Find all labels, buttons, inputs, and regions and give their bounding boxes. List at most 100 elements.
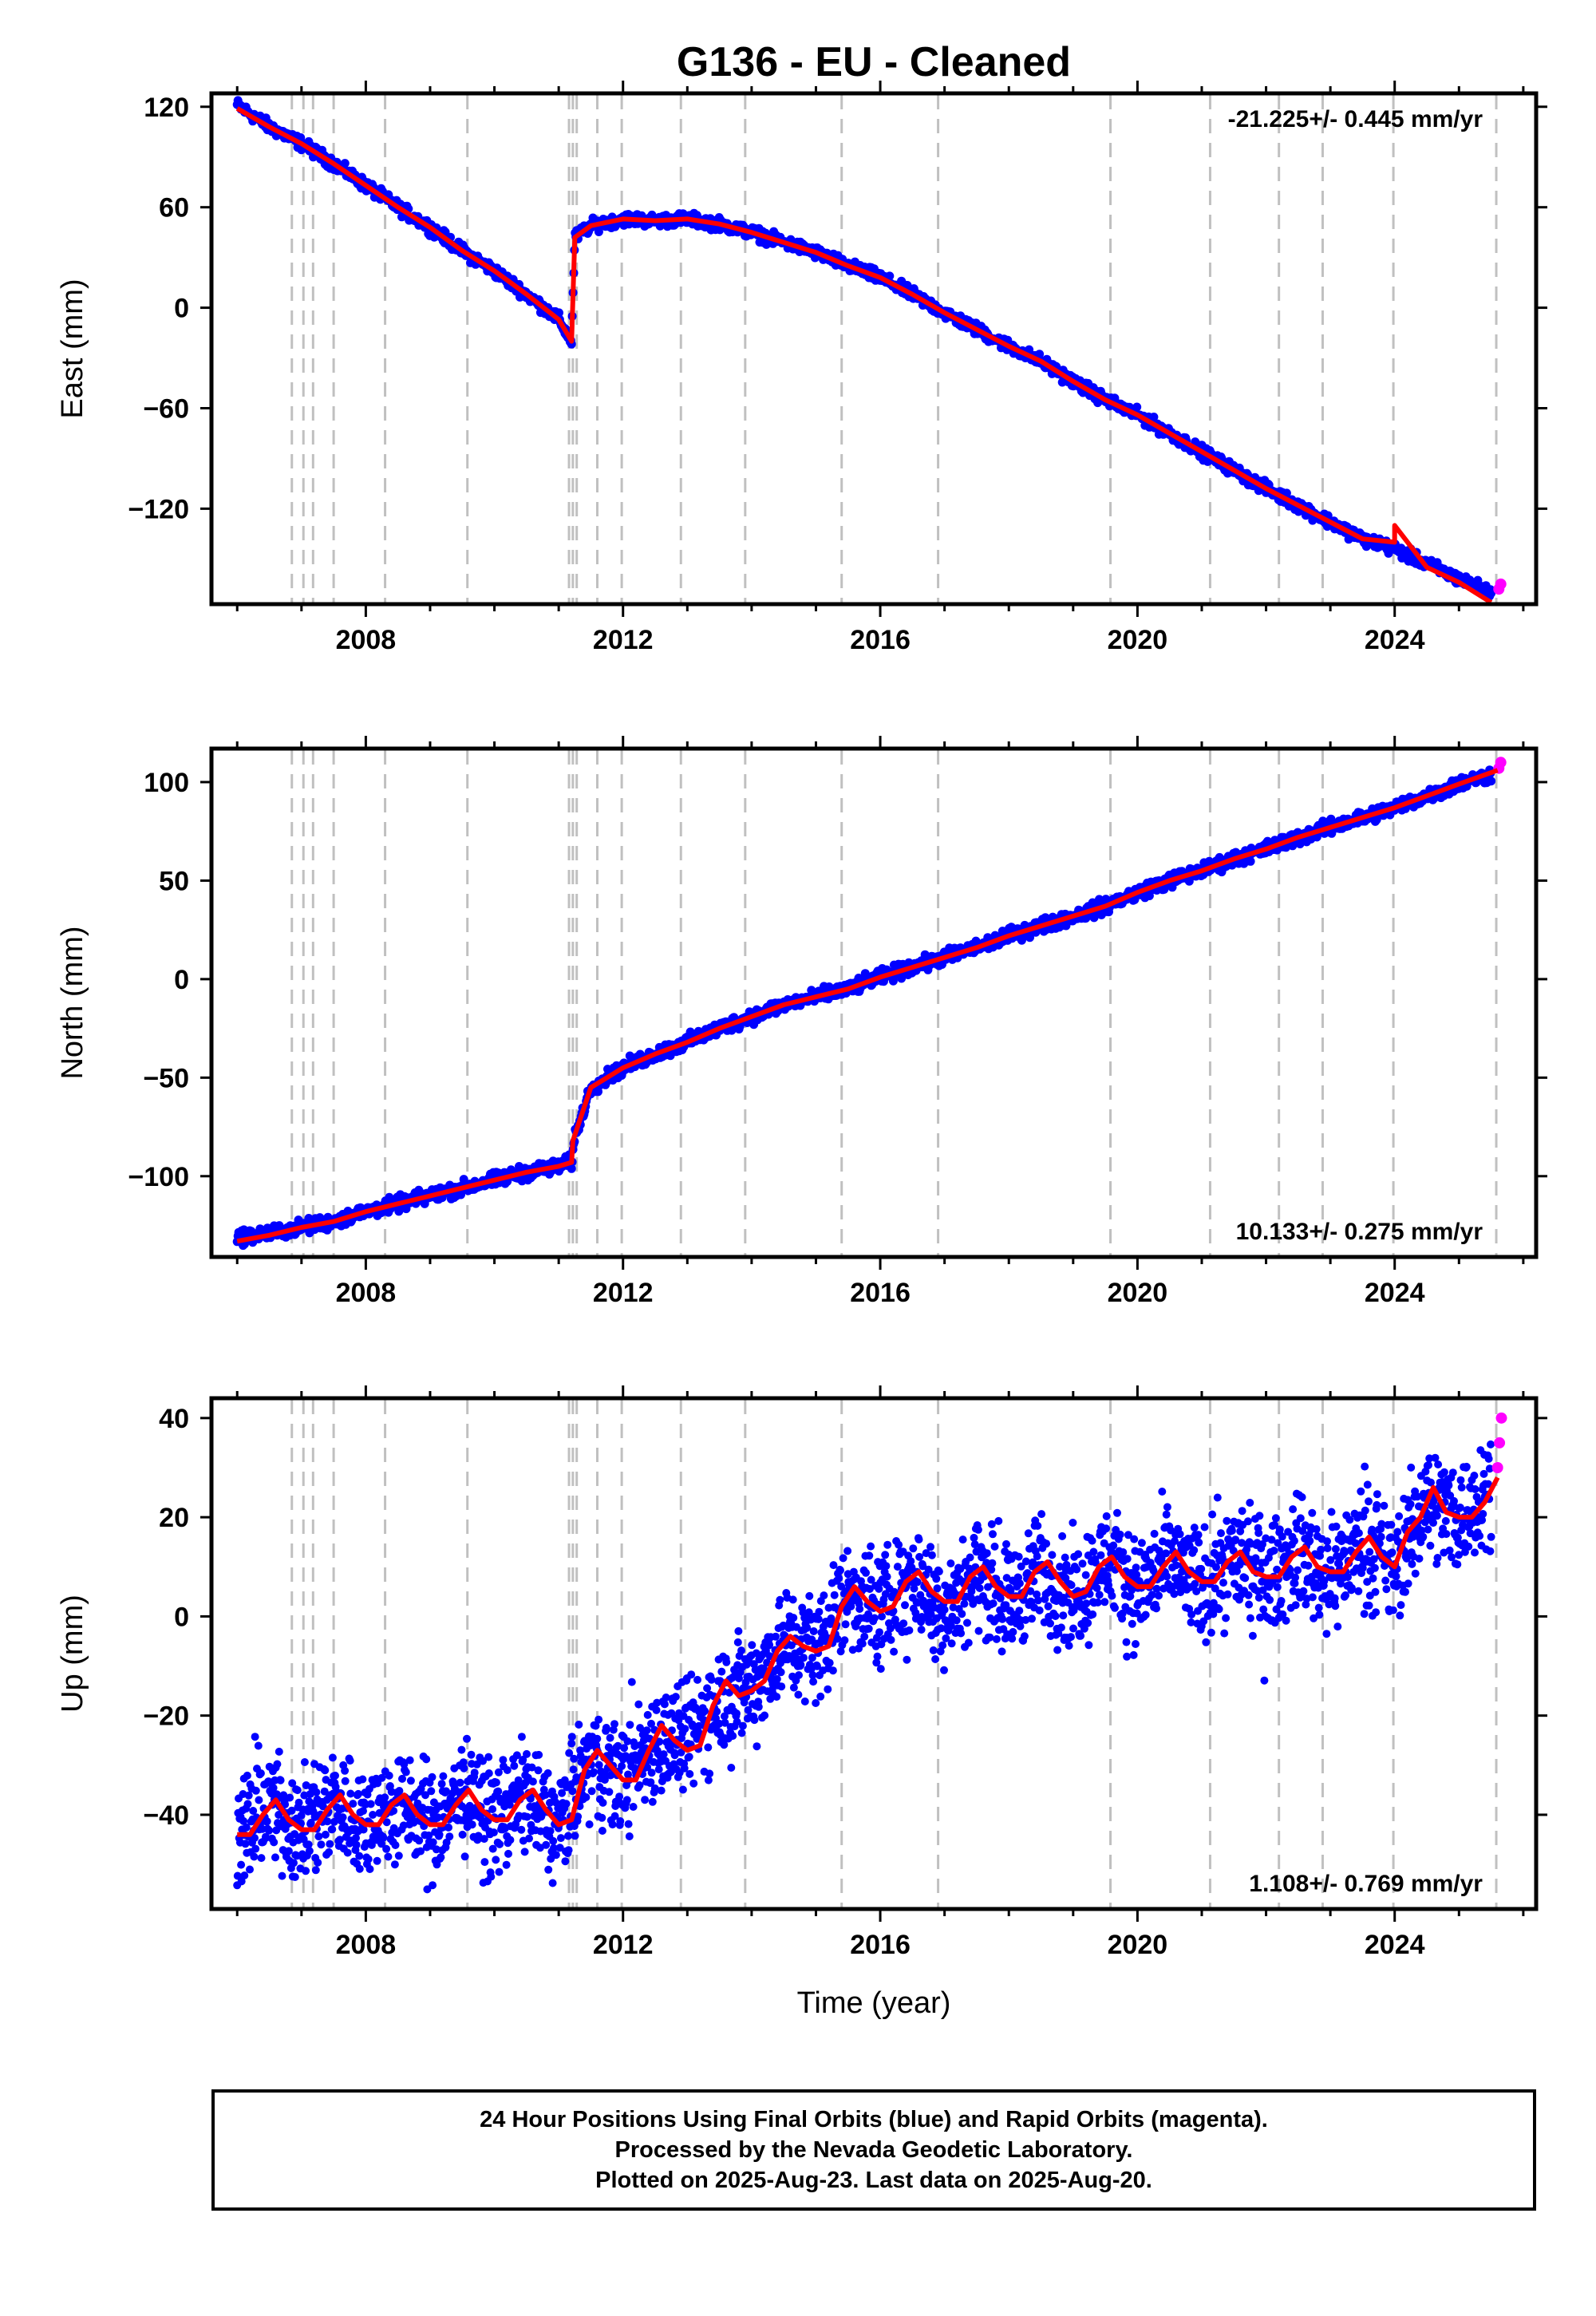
data-point <box>899 1619 908 1628</box>
data-point <box>647 1769 656 1777</box>
data-point <box>727 1764 736 1772</box>
data-point <box>621 1752 630 1761</box>
data-point <box>885 271 895 281</box>
data-point <box>848 1597 857 1606</box>
data-point <box>812 1699 820 1707</box>
data-point <box>618 1762 626 1770</box>
data-point <box>355 1852 364 1860</box>
data-point <box>312 1788 321 1796</box>
data-point <box>390 1860 399 1869</box>
data-point <box>546 1799 554 1807</box>
data-point <box>729 1732 737 1741</box>
data-point <box>237 1877 246 1886</box>
data-point <box>442 1838 451 1847</box>
data-point <box>276 1776 285 1784</box>
data-point <box>575 1721 583 1729</box>
data-point <box>772 1693 781 1701</box>
data-point <box>882 1562 891 1571</box>
data-point <box>534 1766 543 1775</box>
data-point <box>789 1683 798 1692</box>
y-tick-label-east: −120 <box>128 494 189 524</box>
data-point <box>239 1816 248 1825</box>
y-tick-label-east: 60 <box>159 193 189 223</box>
rapid-orbit-point-east-1 <box>1495 578 1507 590</box>
data-point <box>503 1766 512 1774</box>
data-point <box>271 1853 279 1862</box>
data-point <box>615 1792 624 1801</box>
data-point <box>627 1678 636 1686</box>
data-point <box>804 1608 813 1617</box>
data-point <box>1246 856 1255 866</box>
data-point <box>300 1758 309 1766</box>
data-point <box>748 1641 757 1650</box>
data-point <box>429 1881 437 1890</box>
data-point <box>636 1724 645 1733</box>
rapid-orbit-point-north-1 <box>1495 757 1507 769</box>
data-point <box>643 1763 652 1772</box>
y-tick-label-east: 0 <box>174 294 189 324</box>
data-point <box>463 1734 471 1743</box>
data-point <box>517 1733 526 1741</box>
data-point <box>720 1741 729 1749</box>
data-point <box>251 1834 259 1842</box>
data-point <box>694 1721 703 1730</box>
data-point <box>574 1812 583 1821</box>
data-point <box>623 1737 632 1745</box>
y-tick-label-north: 0 <box>174 965 189 995</box>
data-point <box>561 1857 570 1866</box>
data-point <box>321 1830 330 1839</box>
data-point <box>398 1774 406 1783</box>
data-point <box>505 1800 514 1809</box>
data-point <box>352 1834 360 1842</box>
data-point <box>776 1595 784 1604</box>
data-point <box>278 1871 286 1880</box>
data-point <box>352 1840 361 1849</box>
data-point <box>467 1750 476 1759</box>
data-point <box>288 1779 297 1788</box>
data-point <box>657 1786 666 1795</box>
data-point <box>816 1692 825 1701</box>
data-point <box>349 1800 358 1808</box>
data-point <box>328 1753 337 1762</box>
data-point <box>489 1828 498 1837</box>
data-point <box>502 1860 511 1869</box>
data-point <box>458 1830 467 1839</box>
data-point <box>587 1787 596 1796</box>
data-point <box>520 1848 529 1856</box>
data-point <box>1149 413 1159 421</box>
data-point <box>273 1760 282 1769</box>
data-point <box>336 1836 344 1844</box>
data-point <box>733 1709 741 1717</box>
data-point <box>660 1700 669 1709</box>
data-point <box>707 1675 716 1684</box>
data-point <box>326 1840 334 1848</box>
data-point <box>457 1745 466 1754</box>
data-point <box>364 1855 373 1863</box>
data-point <box>519 1756 527 1764</box>
data-point <box>460 1852 469 1861</box>
data-point <box>634 1700 643 1709</box>
y-tick-label-north: −100 <box>128 1162 189 1192</box>
final-orbits-points-up <box>233 1440 1495 1894</box>
data-point <box>314 1858 322 1867</box>
data-point <box>855 1605 864 1613</box>
data-point <box>358 1775 367 1784</box>
data-point <box>571 1832 579 1840</box>
data-point <box>495 1867 504 1876</box>
data-point <box>824 1685 832 1694</box>
x-tick-label-east: 2020 <box>1108 625 1168 655</box>
data-point <box>544 1865 553 1874</box>
data-point <box>803 1623 812 1632</box>
data-point <box>381 1793 389 1802</box>
data-point <box>421 1791 429 1800</box>
data-point <box>893 1563 902 1571</box>
data-point <box>525 1834 533 1843</box>
data-point <box>444 1823 452 1832</box>
data-point <box>777 1682 786 1691</box>
data-point <box>346 1757 354 1765</box>
data-point <box>794 1690 803 1699</box>
data-point <box>425 1831 433 1840</box>
data-point <box>341 1766 350 1775</box>
data-point <box>689 1779 698 1788</box>
